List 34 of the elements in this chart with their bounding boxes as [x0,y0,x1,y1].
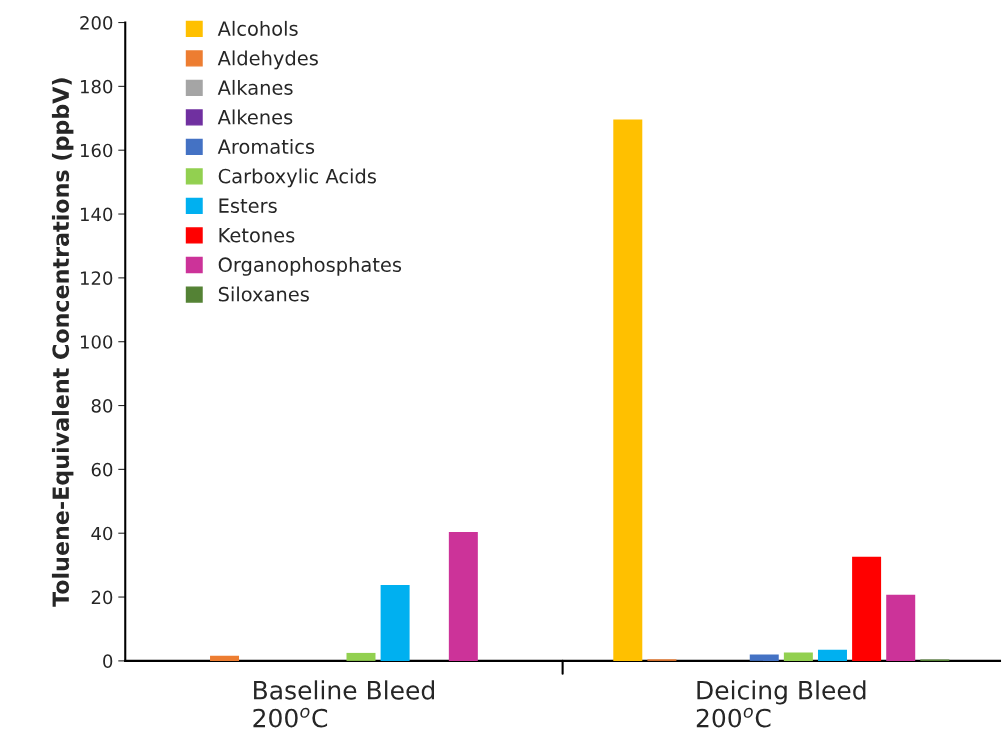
legend-label: Carboxylic Acids [218,168,376,188]
y-tick-label: 40 [91,526,113,541]
bar [210,655,240,661]
y-tick-label: 200 [80,15,113,30]
bar [852,556,882,661]
bar [749,654,779,661]
legend-label: Alkenes [217,109,293,125]
legend-label: Alcohols [217,20,298,36]
y-tick-label: 100 [80,335,113,349]
bar [380,584,410,661]
bar [886,594,916,661]
bar [783,652,813,661]
y-tick-label: 20 [91,590,113,605]
y-tick-label: 0 [103,654,113,668]
legend-label: Alkanes [217,79,293,95]
legend-label: Aromatics [217,138,315,154]
bar [448,531,478,661]
bar [613,119,643,661]
bar [346,652,376,661]
x-tick-label: Deicing Bleed 200$^{o}$C [696,680,866,728]
y-tick-label: 180 [80,79,113,94]
x-tick-label: Baseline Bleed 200$^{o}$C [253,680,434,728]
y-tick-label: 120 [80,271,113,285]
legend-label: Organophosphates [218,256,402,276]
y-tick-label: 160 [80,143,113,158]
bar [817,649,847,661]
y-tick-label: 60 [91,462,113,477]
legend-label: Ketones [219,228,295,243]
legend-label: Esters [219,198,277,214]
legend-label: Siloxanes [218,286,309,302]
legend-label: Aldehydes [217,50,318,70]
y-tick-label: 140 [80,207,113,222]
y-tick-label: 80 [91,399,113,413]
y-axis-title: Toluene-Equivalent Concentrations (ppbV) [51,78,74,607]
